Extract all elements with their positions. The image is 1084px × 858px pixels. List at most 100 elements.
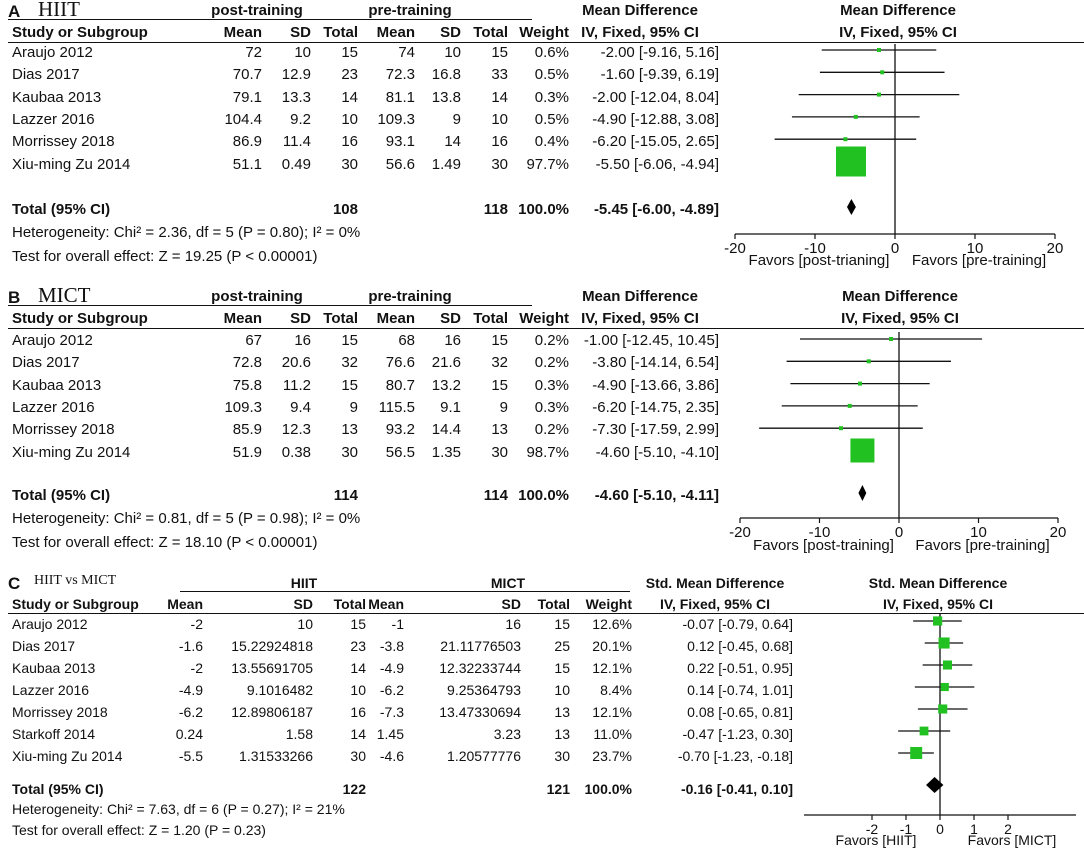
weight-header: Weight — [519, 310, 569, 327]
total1-header: Total — [323, 310, 358, 327]
group2-header: pre-training — [368, 2, 452, 19]
mean1-value: 86.9 — [232, 133, 262, 151]
pooled-diamond — [858, 485, 867, 501]
sd1-value: 0.49 — [281, 155, 311, 173]
sd2-value: 21.6 — [431, 354, 461, 372]
ci-value: -0.70 [-1.23, -0.18] — [677, 748, 793, 764]
study-name: Morrissey 2018 — [12, 421, 115, 439]
total1-value: 30 — [341, 443, 358, 461]
mean2-value: 72.3 — [385, 66, 415, 84]
total2-value: 10 — [491, 110, 508, 128]
study-name: Kaubaa 2013 — [12, 88, 102, 106]
sd1-value: 15.22924818 — [231, 638, 313, 654]
weight-value: 12.6% — [592, 616, 632, 632]
sd2-value: 10 — [444, 44, 461, 61]
mean2-value: -4.6 — [379, 748, 404, 764]
total1-value: 23 — [350, 638, 366, 654]
plot-method-header: IV, Fixed, 95% CI — [839, 24, 957, 41]
sd1-value: 9.2 — [290, 110, 311, 128]
ci-value: -6.20 [-15.05, 2.65] — [592, 133, 719, 151]
weight-value: 0.6% — [534, 44, 569, 61]
effect-square — [858, 381, 863, 386]
sd2-value: 9.25364793 — [447, 682, 521, 698]
sd1-header: SD — [293, 596, 313, 612]
mean2-value: 1.45 — [376, 726, 404, 742]
panel-title: HIIT — [38, 0, 80, 21]
effect-square — [838, 426, 843, 431]
mean1-value: 51.1 — [232, 155, 262, 173]
sd2-value: 9.1 — [440, 398, 461, 416]
ci-value: -7.30 [-17.59, 2.99] — [592, 421, 719, 439]
mean1-value: 72.8 — [232, 354, 262, 372]
weight-value: 11.0% — [593, 726, 632, 742]
weight-value: 98.7% — [526, 443, 569, 461]
study-name: Kaubaa 2013 — [12, 376, 102, 394]
plot-md-title-header: Mean Difference — [840, 2, 956, 19]
total1-value: 30 — [341, 155, 358, 173]
mean2-header: Mean — [376, 24, 415, 41]
ci-method-header: IV, Fixed, 95% CI — [581, 310, 699, 327]
total1-value: 9 — [349, 398, 358, 416]
x-tick-label: 10 — [970, 524, 987, 541]
total2-value: 30 — [554, 748, 570, 764]
weight-value: 0.5% — [534, 110, 569, 128]
effect-square — [919, 726, 929, 736]
weight-value: 0.2% — [534, 332, 569, 349]
weight-header: Weight — [585, 596, 632, 612]
x-tick-label: -10 — [809, 524, 831, 541]
effect-square — [843, 137, 848, 142]
ci-value: -5.50 [-6.06, -4.94] — [595, 155, 719, 173]
study-name: Morrissey 2018 — [12, 133, 115, 151]
panel-c: C HIIT vs MICT HIIT MICT Std. Mean Differenc… — [0, 568, 1084, 858]
sd2-header: SD — [440, 310, 461, 327]
panel-b: B MICT post-training pre-training Mean Diffe… — [0, 285, 1084, 578]
ci-value: 0.08 [-0.65, 0.81] — [687, 704, 793, 720]
mean1-value: 109.3 — [224, 398, 262, 416]
mean2-value: 93.2 — [385, 421, 415, 439]
sd1-value: 12.9 — [281, 66, 311, 84]
mean2-header: Mean — [368, 596, 404, 612]
sd2-header: SD — [440, 24, 461, 41]
ci-value: 0.22 [-0.51, 0.95] — [687, 660, 793, 676]
mean1-value: -1.6 — [178, 638, 203, 654]
x-tick-label: 20 — [1047, 240, 1064, 257]
overall-effect-text: Test for overall effect: Z = 1.20 (P = 0… — [12, 822, 266, 838]
study-header: Study or Subgroup — [12, 24, 148, 41]
weight-value: 12.1% — [592, 660, 632, 676]
sd2-value: 16 — [505, 616, 521, 632]
group-underline — [8, 305, 532, 306]
total2-header: Total — [473, 310, 508, 327]
total1-value: 32 — [341, 354, 358, 372]
ci-value: -0.07 [-0.79, 0.64] — [682, 616, 793, 632]
sd1-value: 13.3 — [281, 88, 311, 106]
panel-letter: A — [8, 2, 21, 21]
mean2-header: Mean — [376, 310, 415, 327]
mean2-value: 80.7 — [385, 376, 415, 394]
sd1-header: SD — [290, 24, 311, 41]
overall-effect-text: Test for overall effect: Z = 19.25 (P < … — [12, 248, 318, 265]
effect-square — [942, 660, 953, 670]
effect-square — [938, 637, 950, 649]
mean2-value: 74 — [398, 44, 415, 61]
x-tick-label: -10 — [804, 240, 826, 257]
ci-value: -1.00 [-12.45, 10.45] — [583, 332, 719, 349]
sd1-value: 11.4 — [282, 133, 311, 151]
ci-value: -3.80 [-14.14, 6.54] — [592, 354, 719, 372]
study-name: Dias 2017 — [12, 638, 76, 654]
heterogeneity-text: Heterogeneity: Chi² = 7.63, df = 6 (P = … — [12, 801, 345, 817]
total1-value: 23 — [341, 66, 358, 84]
mean2-value: -1 — [391, 616, 404, 632]
panel-letter: B — [8, 288, 21, 307]
total2-header: Total — [473, 24, 508, 41]
heterogeneity-text: Heterogeneity: Chi² = 0.81, df = 5 (P = … — [12, 510, 361, 527]
forest-plot: -20 -10 0 10 20 Favors [post-training] Favors … — [729, 332, 1066, 554]
ci-value: -4.90 [-12.88, 3.08] — [592, 110, 719, 128]
total1-value: 14 — [350, 660, 366, 676]
effect-square — [938, 704, 948, 714]
total1-value: 16 — [350, 704, 366, 720]
total2-value: 15 — [554, 616, 570, 632]
total1-header: Total — [323, 24, 358, 41]
study-header: Study or Subgroup — [12, 596, 139, 612]
total2-value: 15 — [491, 332, 508, 349]
x-tick-label: 10 — [967, 240, 984, 257]
